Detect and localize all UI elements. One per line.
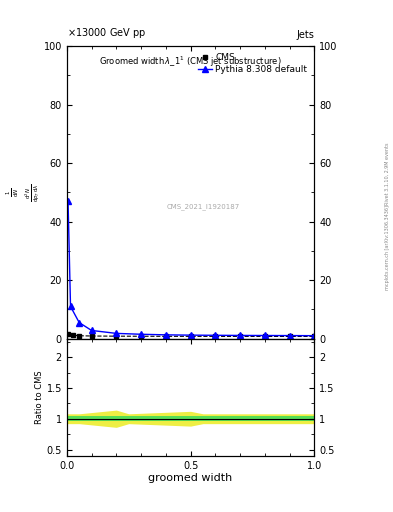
CMS <box>163 333 168 339</box>
Pythia 8.308 default <box>89 327 94 333</box>
Pythia 8.308 default <box>139 331 143 337</box>
Line: CMS: CMS <box>66 332 316 338</box>
Text: mcplots.cern.ch [arXiv:1306.3436]: mcplots.cern.ch [arXiv:1306.3436] <box>385 205 389 290</box>
Pythia 8.308 default <box>287 332 292 338</box>
CMS <box>238 333 242 339</box>
Y-axis label: Ratio to CMS: Ratio to CMS <box>35 370 44 424</box>
CMS <box>114 333 119 339</box>
CMS <box>89 333 94 339</box>
Y-axis label: $\frac{1}{\mathrm{d}N}$
$\frac{\mathrm{d}^2N}{\mathrm{d}p_T\,\mathrm{d}\lambda}$: $\frac{1}{\mathrm{d}N}$ $\frac{\mathrm{d… <box>5 183 41 202</box>
X-axis label: groomed width: groomed width <box>149 473 233 483</box>
Pythia 8.308 default <box>263 332 267 338</box>
CMS <box>213 333 218 339</box>
Pythia 8.308 default <box>66 198 70 204</box>
CMS <box>71 332 75 338</box>
CMS <box>66 331 70 337</box>
CMS <box>312 333 317 339</box>
Pythia 8.308 default <box>68 304 73 310</box>
Text: $\times$13000 GeV pp: $\times$13000 GeV pp <box>67 26 146 40</box>
Pythia 8.308 default <box>188 332 193 338</box>
Pythia 8.308 default <box>77 319 82 326</box>
Pythia 8.308 default <box>163 332 168 338</box>
CMS <box>263 333 267 339</box>
Text: Rivet 3.1.10, 2.9M events: Rivet 3.1.10, 2.9M events <box>385 142 389 205</box>
Line: Pythia 8.308 default: Pythia 8.308 default <box>65 198 317 338</box>
Pythia 8.308 default <box>238 332 242 338</box>
Text: Jets: Jets <box>297 30 314 40</box>
Text: CMS_2021_I1920187: CMS_2021_I1920187 <box>166 204 240 210</box>
Pythia 8.308 default <box>312 333 317 339</box>
Text: Groomed width$\,\lambda\_1^1$ (CMS jet substructure): Groomed width$\,\lambda\_1^1$ (CMS jet s… <box>99 55 282 69</box>
CMS <box>287 333 292 339</box>
Pythia 8.308 default <box>114 330 119 336</box>
CMS <box>139 333 143 339</box>
Pythia 8.308 default <box>213 332 218 338</box>
CMS <box>188 333 193 339</box>
Legend: CMS, Pythia 8.308 default: CMS, Pythia 8.308 default <box>195 51 310 77</box>
CMS <box>77 333 82 339</box>
